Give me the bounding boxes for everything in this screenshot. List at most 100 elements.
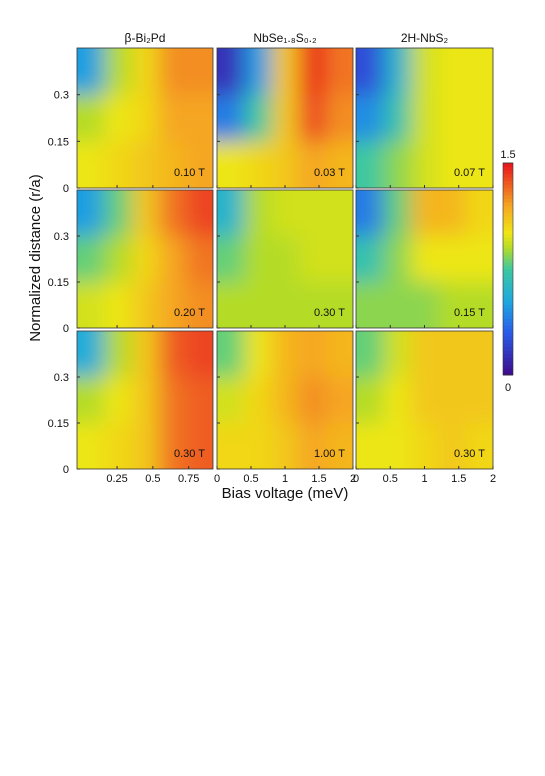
heat-cell xyxy=(271,48,300,96)
heat-cell xyxy=(438,282,467,328)
heat-cell xyxy=(465,282,493,328)
colorbar-segment xyxy=(503,237,513,242)
heat-cell xyxy=(217,141,246,188)
colorbar-segment xyxy=(503,219,513,224)
heat-cell xyxy=(298,190,327,237)
heat-cell xyxy=(383,236,412,283)
heat-cell xyxy=(185,377,213,424)
x-tick-label: 0 xyxy=(214,473,220,485)
heat-cell xyxy=(217,94,246,143)
heat-cell xyxy=(244,190,273,237)
heat-cell xyxy=(325,282,353,328)
colorbar-segment xyxy=(503,198,513,203)
colorbar-segment xyxy=(503,251,513,256)
heatmap-cells xyxy=(356,331,493,469)
colorbar-segment xyxy=(503,293,513,298)
heatmap-cells xyxy=(77,190,213,328)
colorbar-segment xyxy=(503,307,513,312)
heat-cell xyxy=(356,236,385,283)
heat-cell xyxy=(438,423,467,469)
heat-cell xyxy=(104,377,133,424)
heat-cell xyxy=(185,236,213,283)
x-tick-label: 0.5 xyxy=(383,473,398,485)
colorbar-segment xyxy=(503,304,513,309)
heat-cell xyxy=(465,48,493,96)
heat-cell xyxy=(356,141,385,188)
colorbar-segment xyxy=(503,170,513,175)
x-tick-label: 0.5 xyxy=(243,473,258,485)
heat-cell xyxy=(410,190,440,237)
heat-cell xyxy=(325,190,353,237)
field-label: 0.30 T xyxy=(454,448,485,460)
heat-cell xyxy=(298,331,327,378)
heat-cell xyxy=(185,94,213,143)
heat-cell xyxy=(131,377,160,424)
colorbar-segment xyxy=(503,272,513,277)
colorbar-segment xyxy=(503,336,513,341)
heat-cell xyxy=(185,282,213,328)
heat-cell xyxy=(131,282,160,328)
colorbar-segment xyxy=(503,265,513,270)
colorbar-segment xyxy=(503,216,513,221)
field-label: 0.30 T xyxy=(174,448,205,460)
heat-cell xyxy=(325,236,353,283)
heat-cell xyxy=(77,423,106,469)
colorbar-segment xyxy=(503,311,513,316)
heat-cell xyxy=(410,331,440,378)
x-tick-label: 1.5 xyxy=(311,473,326,485)
heat-cell xyxy=(298,282,327,328)
y-tick-label: 0.15 xyxy=(48,418,69,430)
heat-cell xyxy=(185,190,213,237)
field-label: 0.15 T xyxy=(454,307,485,319)
colorbar-segment xyxy=(503,247,513,252)
heat-cell xyxy=(410,141,440,188)
heat-cell xyxy=(356,282,385,328)
colorbar-segment xyxy=(503,240,513,245)
colorbar-segment xyxy=(503,290,513,295)
heat-cell xyxy=(131,423,160,469)
heatmap-cells xyxy=(217,190,353,328)
heat-cell xyxy=(325,331,353,378)
colorbar-segment xyxy=(503,332,513,337)
heat-cell xyxy=(158,48,187,96)
y-tick-label: 0 xyxy=(63,464,69,476)
heat-cell xyxy=(298,423,327,469)
colorbar-segment xyxy=(503,258,513,263)
heat-cell xyxy=(244,48,273,96)
heat-cell xyxy=(217,423,246,469)
heat-cell xyxy=(104,331,133,378)
heat-cell xyxy=(383,190,412,237)
colorbar-segment xyxy=(503,233,513,238)
heat-cell xyxy=(383,48,412,96)
heat-cell xyxy=(244,377,273,424)
heat-cell xyxy=(158,94,187,143)
colorbar-segment xyxy=(503,283,513,288)
colorbar-segment xyxy=(503,329,513,334)
heat-cell xyxy=(298,236,327,283)
x-tick-label: 0 xyxy=(353,473,359,485)
y-tick-label: 0 xyxy=(63,323,69,335)
panel-frame xyxy=(76,47,214,189)
heat-cell xyxy=(217,236,246,283)
heat-cell xyxy=(104,94,133,143)
heat-cell xyxy=(185,331,213,378)
heat-cell xyxy=(465,141,493,188)
heat-cell xyxy=(158,377,187,424)
heatmap xyxy=(356,190,493,328)
colorbar-segment xyxy=(503,297,513,302)
colorbar-segment xyxy=(503,191,513,196)
heat-cell xyxy=(158,423,187,469)
heat-cell xyxy=(104,236,133,283)
colorbar-segment xyxy=(503,163,513,168)
heat-cell xyxy=(244,94,273,143)
heat-cell xyxy=(104,423,133,469)
heat-cell xyxy=(271,190,300,237)
x-tick-label: 0.75 xyxy=(178,473,199,485)
y-tick-label: 0 xyxy=(63,183,69,195)
heat-cell xyxy=(438,236,467,283)
heat-cell xyxy=(383,141,412,188)
heat-cell xyxy=(77,331,106,378)
y-tick-label: 0.15 xyxy=(48,277,69,289)
colorbar-segment xyxy=(503,367,513,372)
colorbar-segment xyxy=(503,173,513,178)
